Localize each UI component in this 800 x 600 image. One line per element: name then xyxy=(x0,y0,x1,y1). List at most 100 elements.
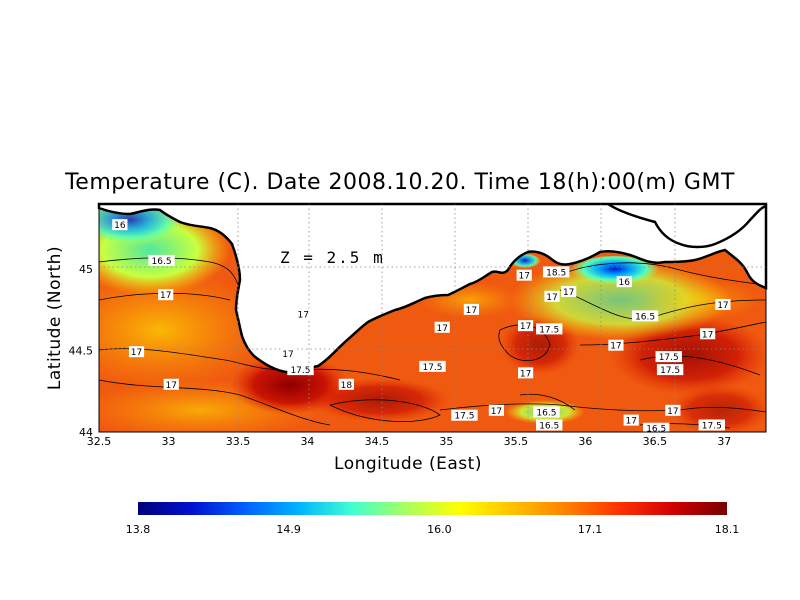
x-tick-label: 34.5 xyxy=(365,435,390,448)
chart-title: Temperature (C). Date 2008.10.20. Time 1… xyxy=(65,170,735,195)
contour-label: 17.5 xyxy=(451,409,478,422)
contour-label: 17.5 xyxy=(698,419,726,431)
contour-label: 17 xyxy=(488,404,505,417)
contour-label-text: 17 xyxy=(131,348,142,358)
contour-label: 18.5 xyxy=(542,266,570,278)
colorbar-ticks: 13.8 14.9 16.0 17.1 18.1 xyxy=(126,523,740,536)
contour-label: 17 xyxy=(700,328,716,340)
x-tick-label: 36 xyxy=(578,435,592,448)
contour-label: 17 xyxy=(518,367,534,379)
contour-label: 17 xyxy=(434,321,450,334)
contour-16-east xyxy=(559,262,766,286)
contour-label-box xyxy=(623,414,639,426)
y-axis-ticks: 44 44.5 45 xyxy=(69,263,94,439)
y-tick-label: 44 xyxy=(79,426,93,439)
contour-label: 17 xyxy=(665,404,681,417)
colorbar-tick-label: 18.1 xyxy=(715,523,740,536)
contour-label: 17 xyxy=(715,298,731,311)
x-axis-ticks: 32.5 33 33.5 34 34.5 35 35.5 36 36.5 37 xyxy=(87,435,732,448)
contour-label-box xyxy=(655,351,682,363)
contour-label-text: 17 xyxy=(667,407,678,417)
x-axis-title: Longitude (East) xyxy=(334,454,482,474)
cool-patch-east xyxy=(510,260,730,340)
contour-label-box xyxy=(698,419,726,431)
contour-label-text: 16 xyxy=(619,278,631,288)
contour-label-box xyxy=(295,308,311,320)
contour-label-box xyxy=(419,360,446,372)
contour-label-box xyxy=(715,298,731,310)
contour-label: 17 xyxy=(608,339,624,352)
x-tick-label: 35 xyxy=(439,435,453,448)
y-axis-title: Latitude (North) xyxy=(45,246,65,390)
contour-label: 16.5 xyxy=(536,419,563,431)
contour-label-box xyxy=(616,276,632,288)
colorbar-tick-label: 16.0 xyxy=(427,523,452,536)
contour-label: 17 xyxy=(518,320,534,332)
contour-label-box xyxy=(544,290,560,302)
contour-label-text: 17 xyxy=(160,291,171,301)
contour-label-box xyxy=(536,323,563,335)
contour-label-text: 16.5 xyxy=(635,312,655,322)
contour-label-box xyxy=(128,346,145,358)
contour-label-box xyxy=(608,339,624,351)
contour-label: 16.5 xyxy=(148,255,175,267)
contour-label-box xyxy=(338,378,354,390)
contour-label-text: 17 xyxy=(520,369,531,379)
contour-label-box xyxy=(280,347,296,359)
contour-label: 17 xyxy=(561,285,577,298)
contour-label: 17 xyxy=(158,289,174,301)
contour-label-text: 18 xyxy=(341,381,353,391)
contour-label-box xyxy=(700,328,716,340)
contour-label-text: 17 xyxy=(546,293,557,303)
contour-label-text: 17 xyxy=(437,324,448,334)
colorbar-tick-label: 17.1 xyxy=(578,523,603,536)
contour-label-text: 18.5 xyxy=(546,268,566,278)
contour-label: 17 xyxy=(463,303,480,316)
contour-label: 17 xyxy=(128,346,145,358)
contour-label-text: 17.5 xyxy=(290,366,310,376)
contour-label-text: 16.5 xyxy=(539,421,559,431)
contour-label-text: 17 xyxy=(625,417,636,427)
contour-label: 18 xyxy=(338,378,354,391)
contour-label-text: 16.5 xyxy=(536,408,556,418)
x-tick-label: 35.5 xyxy=(504,435,529,448)
contour-label-box xyxy=(536,419,563,431)
contour-label: 17 xyxy=(163,378,179,391)
contour-label-box xyxy=(631,310,659,322)
contour-17-central xyxy=(99,348,401,381)
contour-label-box xyxy=(643,422,670,434)
contour-label: 17.5 xyxy=(287,364,314,376)
contour-label-box xyxy=(516,269,532,281)
x-tick-label: 34 xyxy=(300,435,314,448)
contour-label-box xyxy=(158,289,174,301)
x-tick-label: 32.5 xyxy=(87,435,112,448)
colorbar xyxy=(138,502,727,515)
contour-label: 17 xyxy=(623,414,639,427)
contour-label-box xyxy=(518,367,534,379)
contour-label: 17.5 xyxy=(419,360,446,373)
contour-label-box xyxy=(665,404,681,416)
x-tick-label: 36.5 xyxy=(643,435,668,448)
crimea-land xyxy=(97,202,768,374)
contour-label-text: 17 xyxy=(518,272,529,282)
contour-label-text: 17.5 xyxy=(454,412,474,422)
colorbar-tick-label: 14.9 xyxy=(276,523,301,536)
contour-label-text: 17.5 xyxy=(659,353,679,363)
contour-label-box xyxy=(163,378,179,390)
contour-17-5-east-loop xyxy=(639,355,761,376)
land-mask xyxy=(97,202,768,374)
contour-label-text: 16.5 xyxy=(152,257,172,267)
contour-label: 17.5 xyxy=(655,351,682,363)
x-tick-label: 37 xyxy=(717,435,731,448)
colorbar-tick-label: 13.8 xyxy=(126,523,151,536)
contour-label-box xyxy=(451,409,478,421)
contour-label-text: 16.5 xyxy=(646,425,666,435)
y-tick-label: 45 xyxy=(79,263,93,276)
contour-label: 17 xyxy=(280,347,296,360)
contour-label-box xyxy=(533,406,560,418)
contour-label-text: 17.5 xyxy=(422,363,442,373)
contour-17-south xyxy=(99,379,331,426)
contour-label-text: 17 xyxy=(563,288,574,298)
contour-label-text: 17 xyxy=(717,301,728,311)
